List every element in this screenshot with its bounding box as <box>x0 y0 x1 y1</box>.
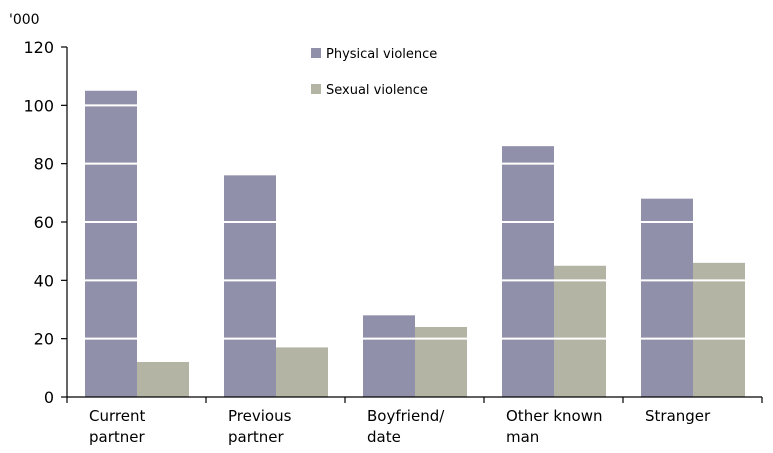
legend-swatch-physical <box>311 48 321 58</box>
y-tick-label-20: 20 <box>34 330 54 349</box>
y-tick-label-80: 80 <box>34 155 54 174</box>
bar-physical-1 <box>224 175 276 397</box>
bar-sexual-4 <box>693 262 745 397</box>
x-category-label-line: partner <box>228 428 284 446</box>
bar-sexual-3 <box>554 265 606 397</box>
plot-area: 0 20 40 60 80 100 120 Current partner Previous par… <box>23 38 763 446</box>
y-tick-label-0: 0 <box>44 388 54 407</box>
bar-physical-0 <box>85 90 137 397</box>
bar-physical-4 <box>641 198 693 397</box>
bar-physical-3 <box>502 146 554 397</box>
bar-sexual-2 <box>415 327 467 397</box>
y-tick-label-40: 40 <box>34 271 54 290</box>
x-category-label-line: Previous <box>228 407 292 425</box>
x-category-label-line: Current <box>89 407 145 425</box>
y-axis-unit-label: '000 <box>9 12 40 28</box>
x-category-label-3: Other known man <box>506 407 603 446</box>
y-tick-label-120: 120 <box>23 38 54 57</box>
y-tick-label-100: 100 <box>23 96 54 115</box>
x-category-label-line: man <box>506 428 539 446</box>
legend-swatch-sexual <box>311 84 321 94</box>
bar-sexual-0 <box>137 362 189 397</box>
bar-physical-2 <box>363 315 415 397</box>
x-category-label-1: Previous partner <box>228 407 292 446</box>
y-tick-label-60: 60 <box>34 213 54 232</box>
bar-sexual-1 <box>276 347 328 397</box>
x-category-label-2: Boyfriend/date <box>367 407 445 446</box>
x-category-label-4: Stranger <box>645 407 711 425</box>
x-category-label-line: Other known <box>506 407 603 425</box>
legend-label-physical: Physical violence <box>326 47 437 62</box>
x-category-label-line: date <box>367 428 401 446</box>
x-category-label-line: partner <box>89 428 145 446</box>
x-category-label-0: Current partner <box>89 407 145 446</box>
legend-label-sexual: Sexual violence <box>326 83 428 98</box>
x-category-label-line: Stranger <box>645 407 711 425</box>
x-category-label-line: Boyfriend/ <box>367 407 445 425</box>
